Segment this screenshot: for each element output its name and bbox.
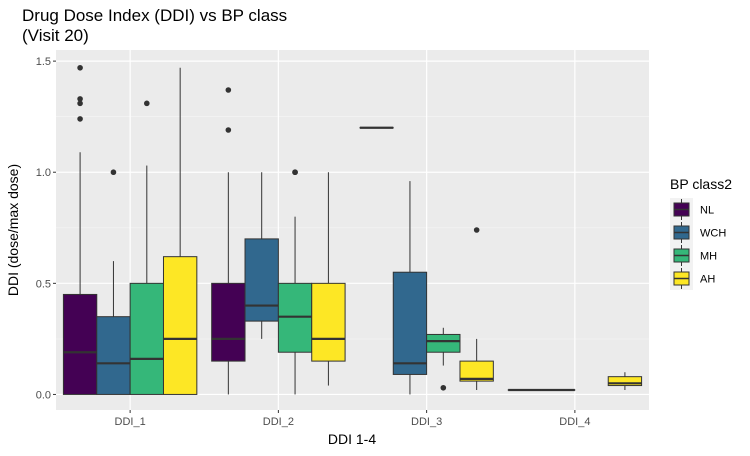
box-WCH-DDI_3 [392, 181, 428, 395]
legend-title: BP class2 [670, 176, 732, 192]
legend: BP class2 NL WCH MH AH [670, 176, 732, 290]
legend-label: AH [700, 274, 715, 286]
y-tick-label: 1.0 [36, 167, 51, 179]
box-iqr [311, 282, 346, 362]
box-AH-DDI_3 [459, 227, 494, 390]
outlier-point [77, 96, 83, 102]
chart-title-line2: (Visit 20) [22, 26, 89, 45]
y-axis-title: DDI (dose/max dose) [5, 164, 21, 296]
box-iqr [459, 360, 494, 382]
outlier-point [225, 127, 232, 133]
y-tick-label: 0.0 [36, 389, 51, 401]
box-WCH-DDI_1 [96, 169, 131, 395]
outlier-point [473, 227, 480, 233]
box-WCH-DDI_2 [244, 172, 279, 339]
outlier-point [110, 169, 117, 176]
box-NL-DDI_2 [211, 87, 246, 395]
legend-label: MH [700, 251, 717, 263]
box-AH-DDI_4 [607, 372, 643, 390]
box-iqr [392, 271, 428, 375]
x-axis: DDI_1 DDI_2 DDI_3 DDI_4 [115, 410, 590, 428]
box-MH-DDI_3 [426, 327, 461, 391]
chart-title-line1: Drug Dose Index (DDI) vs BP class [22, 6, 287, 25]
y-axis: 0.0 0.5 1.0 1.5 [36, 56, 56, 401]
box-iqr [277, 282, 313, 353]
box-iqr [607, 376, 643, 387]
box-iqr [162, 256, 198, 395]
outlier-point [77, 116, 83, 122]
box-iqr [62, 293, 98, 395]
legend-item-MH: MH [670, 244, 717, 267]
box-AH-DDI_1 [162, 67, 198, 395]
x-axis-title: DDI 1-4 [328, 431, 376, 447]
x-tick-label: DDI_1 [115, 416, 146, 428]
box-iqr [211, 282, 246, 362]
outlier-point [144, 100, 150, 107]
box-MH-DDI_1 [129, 100, 164, 395]
box-iqr [129, 282, 164, 395]
box-AH-DDI_2 [311, 172, 346, 386]
x-tick-label: DDI_4 [559, 416, 590, 428]
box-iqr [96, 316, 131, 395]
legend-label: NL [700, 205, 714, 217]
boxes-layer [62, 64, 643, 395]
outlier-point [77, 100, 83, 107]
box-MH-DDI_2 [277, 169, 313, 395]
y-tick-label: 1.5 [36, 56, 51, 68]
x-tick-label: DDI_3 [411, 416, 442, 428]
legend-label: WCH [700, 228, 726, 240]
legend-item-WCH: WCH [670, 221, 726, 244]
box-NL-DDI_1 [62, 64, 98, 395]
outlier-point [77, 64, 83, 71]
box-iqr [426, 333, 461, 353]
outlier-point [440, 384, 447, 391]
legend-item-AH: AH [670, 267, 715, 290]
outlier-point [225, 87, 232, 93]
x-tick-label: DDI_2 [263, 416, 294, 428]
outlier-point [292, 169, 298, 176]
y-tick-label: 0.5 [36, 278, 51, 290]
box-iqr [244, 238, 279, 322]
legend-item-NL: NL [670, 198, 714, 221]
